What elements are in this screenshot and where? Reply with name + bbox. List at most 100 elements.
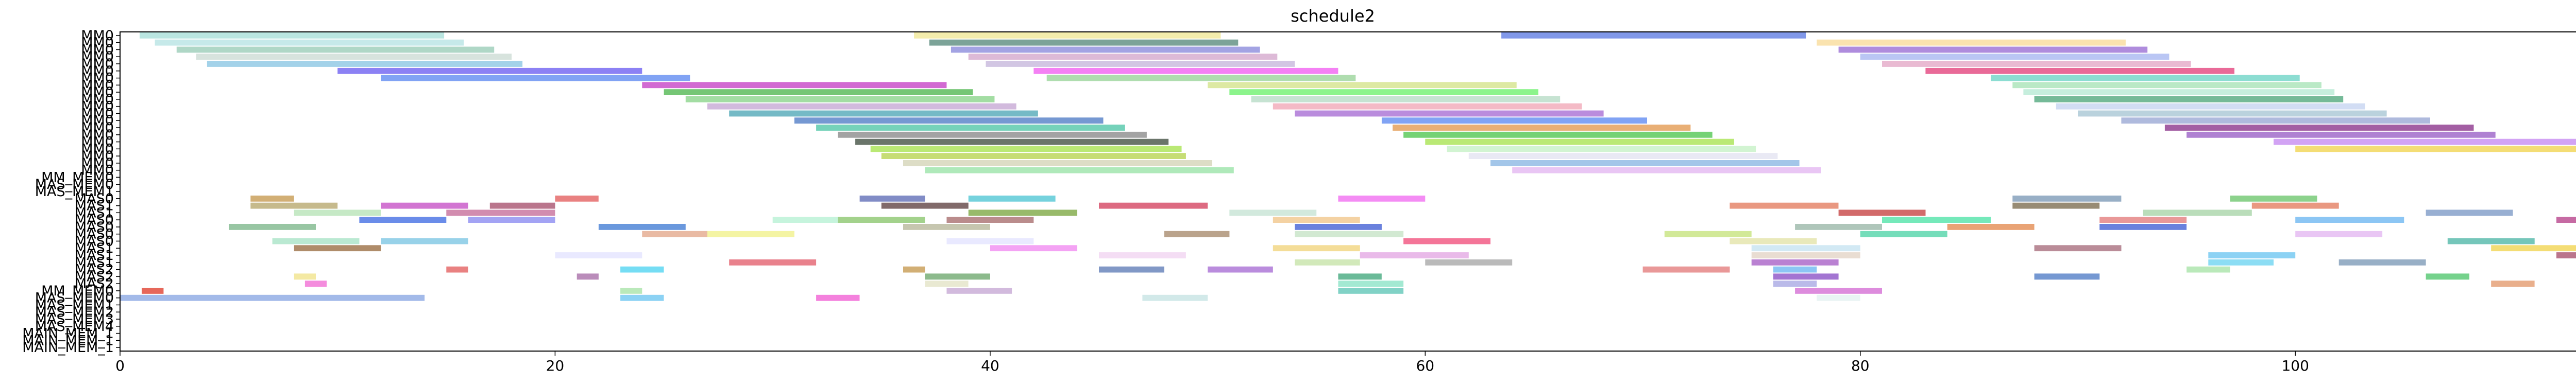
y-tick-label: MAS0: [75, 191, 114, 207]
task-bar: [1642, 266, 1730, 273]
task-bar: [304, 281, 327, 287]
y-tick-label: MAS_MEM4: [35, 319, 114, 335]
y-tick-label: MAS1: [75, 248, 114, 264]
task-bar: [2208, 259, 2274, 266]
task-bar: [2295, 146, 2576, 152]
task-bar: [489, 202, 555, 209]
y-tick-label: MAIN_MEM_1: [22, 340, 114, 356]
chart-title: schedule2: [1291, 6, 1375, 26]
task-bar: [1751, 252, 1860, 258]
task-bar: [1360, 252, 1469, 258]
task-bar: [2099, 224, 2187, 230]
task-bar: [1403, 131, 1713, 138]
y-tick-label: MM0: [81, 163, 114, 179]
y-tick-label: MAIN_MEM_1: [22, 333, 114, 348]
task-bar: [1142, 294, 1208, 301]
task-bar: [1295, 110, 1604, 117]
task-bar: [1046, 75, 1356, 81]
task-bar: [990, 245, 1077, 252]
task-bar: [642, 82, 947, 89]
task-bar: [1468, 153, 1778, 159]
task-bar: [929, 39, 1239, 46]
task-bar: [2012, 202, 2100, 209]
task-bar: [2164, 125, 2474, 131]
x-tick-label: 80: [1851, 357, 1870, 374]
y-tick-label: MAS1: [75, 255, 114, 271]
task-bar: [359, 217, 447, 223]
task-bar: [1773, 273, 1839, 280]
task-bar: [1229, 89, 1538, 95]
x-tick-label: 60: [1416, 357, 1434, 374]
task-bar: [2556, 252, 2576, 258]
y-tick-label: MM0: [81, 35, 114, 51]
y-tick-label: MM_MEM0: [41, 283, 114, 299]
task-bar: [176, 46, 495, 53]
x-tick-label: 40: [981, 357, 999, 374]
task-bar: [1273, 217, 1360, 223]
task-bar: [2187, 266, 2230, 273]
task-bar: [620, 266, 664, 273]
task-bar: [2447, 238, 2535, 245]
y-tick-label: MM0: [81, 134, 114, 150]
task-bar: [381, 75, 690, 81]
task-bar: [1338, 195, 1426, 202]
y-tick-label: MAS1: [75, 205, 114, 221]
y-tick-label: MM0: [81, 127, 114, 143]
task-bar: [2251, 202, 2339, 209]
task-bar: [1273, 245, 1360, 252]
task-bar: [925, 281, 969, 287]
y-tick-label: MAS2: [75, 276, 114, 292]
task-bar: [2295, 217, 2404, 223]
y-tick-label: MAS2: [75, 269, 114, 285]
task-bar: [2078, 110, 2387, 117]
x-tick-label: 0: [115, 357, 125, 374]
task-bar: [816, 294, 860, 301]
y-tick-label: MAIN_MEM_1: [22, 326, 114, 342]
x-axis: 0 20 40 60 80 100: [115, 351, 2309, 374]
task-bar: [1208, 82, 1517, 89]
y-tick-label: MM0: [81, 84, 114, 100]
task-bar: [2121, 117, 2430, 124]
y-tick-label: MAS0: [75, 233, 114, 249]
task-bar: [1751, 259, 1839, 266]
task-bar: [2295, 231, 2383, 237]
task-bar: [2012, 195, 2122, 202]
task-bar: [903, 266, 925, 273]
task-bar: [1795, 288, 1882, 294]
y-tick-label: MM0: [81, 42, 114, 58]
task-bar: [855, 138, 1169, 145]
task-bar: [1099, 202, 1208, 209]
task-bar: [294, 273, 316, 280]
task-bar: [1338, 281, 1404, 287]
task-bar: [1447, 146, 1756, 152]
task-bar: [2208, 252, 2296, 258]
task-bar: [2056, 103, 2365, 110]
task-bar: [2143, 210, 2252, 216]
task-bar: [986, 61, 1295, 67]
task-bar: [968, 210, 1077, 216]
task-bar: [1381, 117, 1647, 124]
y-tick-label: MM0: [81, 141, 114, 157]
task-bar: [772, 217, 838, 223]
task-bar: [642, 231, 707, 237]
task-bar: [1730, 202, 1839, 209]
task-bar: [881, 202, 969, 209]
task-bar: [838, 131, 1147, 138]
task-bar: [120, 294, 425, 301]
y-tick-label: MAS_MEM1: [35, 184, 114, 200]
task-bar: [1838, 46, 2148, 53]
y-tick-label: MM0: [81, 148, 114, 164]
task-bar: [1295, 224, 1382, 230]
task-bar: [598, 224, 686, 230]
task-bar: [229, 224, 316, 230]
task-bar: [577, 273, 599, 280]
task-bar: [1338, 288, 1404, 294]
task-bar: [951, 46, 1260, 53]
task-bar: [2034, 273, 2100, 280]
task-bar: [1295, 259, 1360, 266]
y-tick-label: MM0: [81, 63, 114, 79]
task-bar: [859, 195, 925, 202]
task-bar: [1099, 252, 1186, 258]
task-bar: [1947, 224, 2035, 230]
y-tick-label: MM0: [81, 113, 114, 129]
